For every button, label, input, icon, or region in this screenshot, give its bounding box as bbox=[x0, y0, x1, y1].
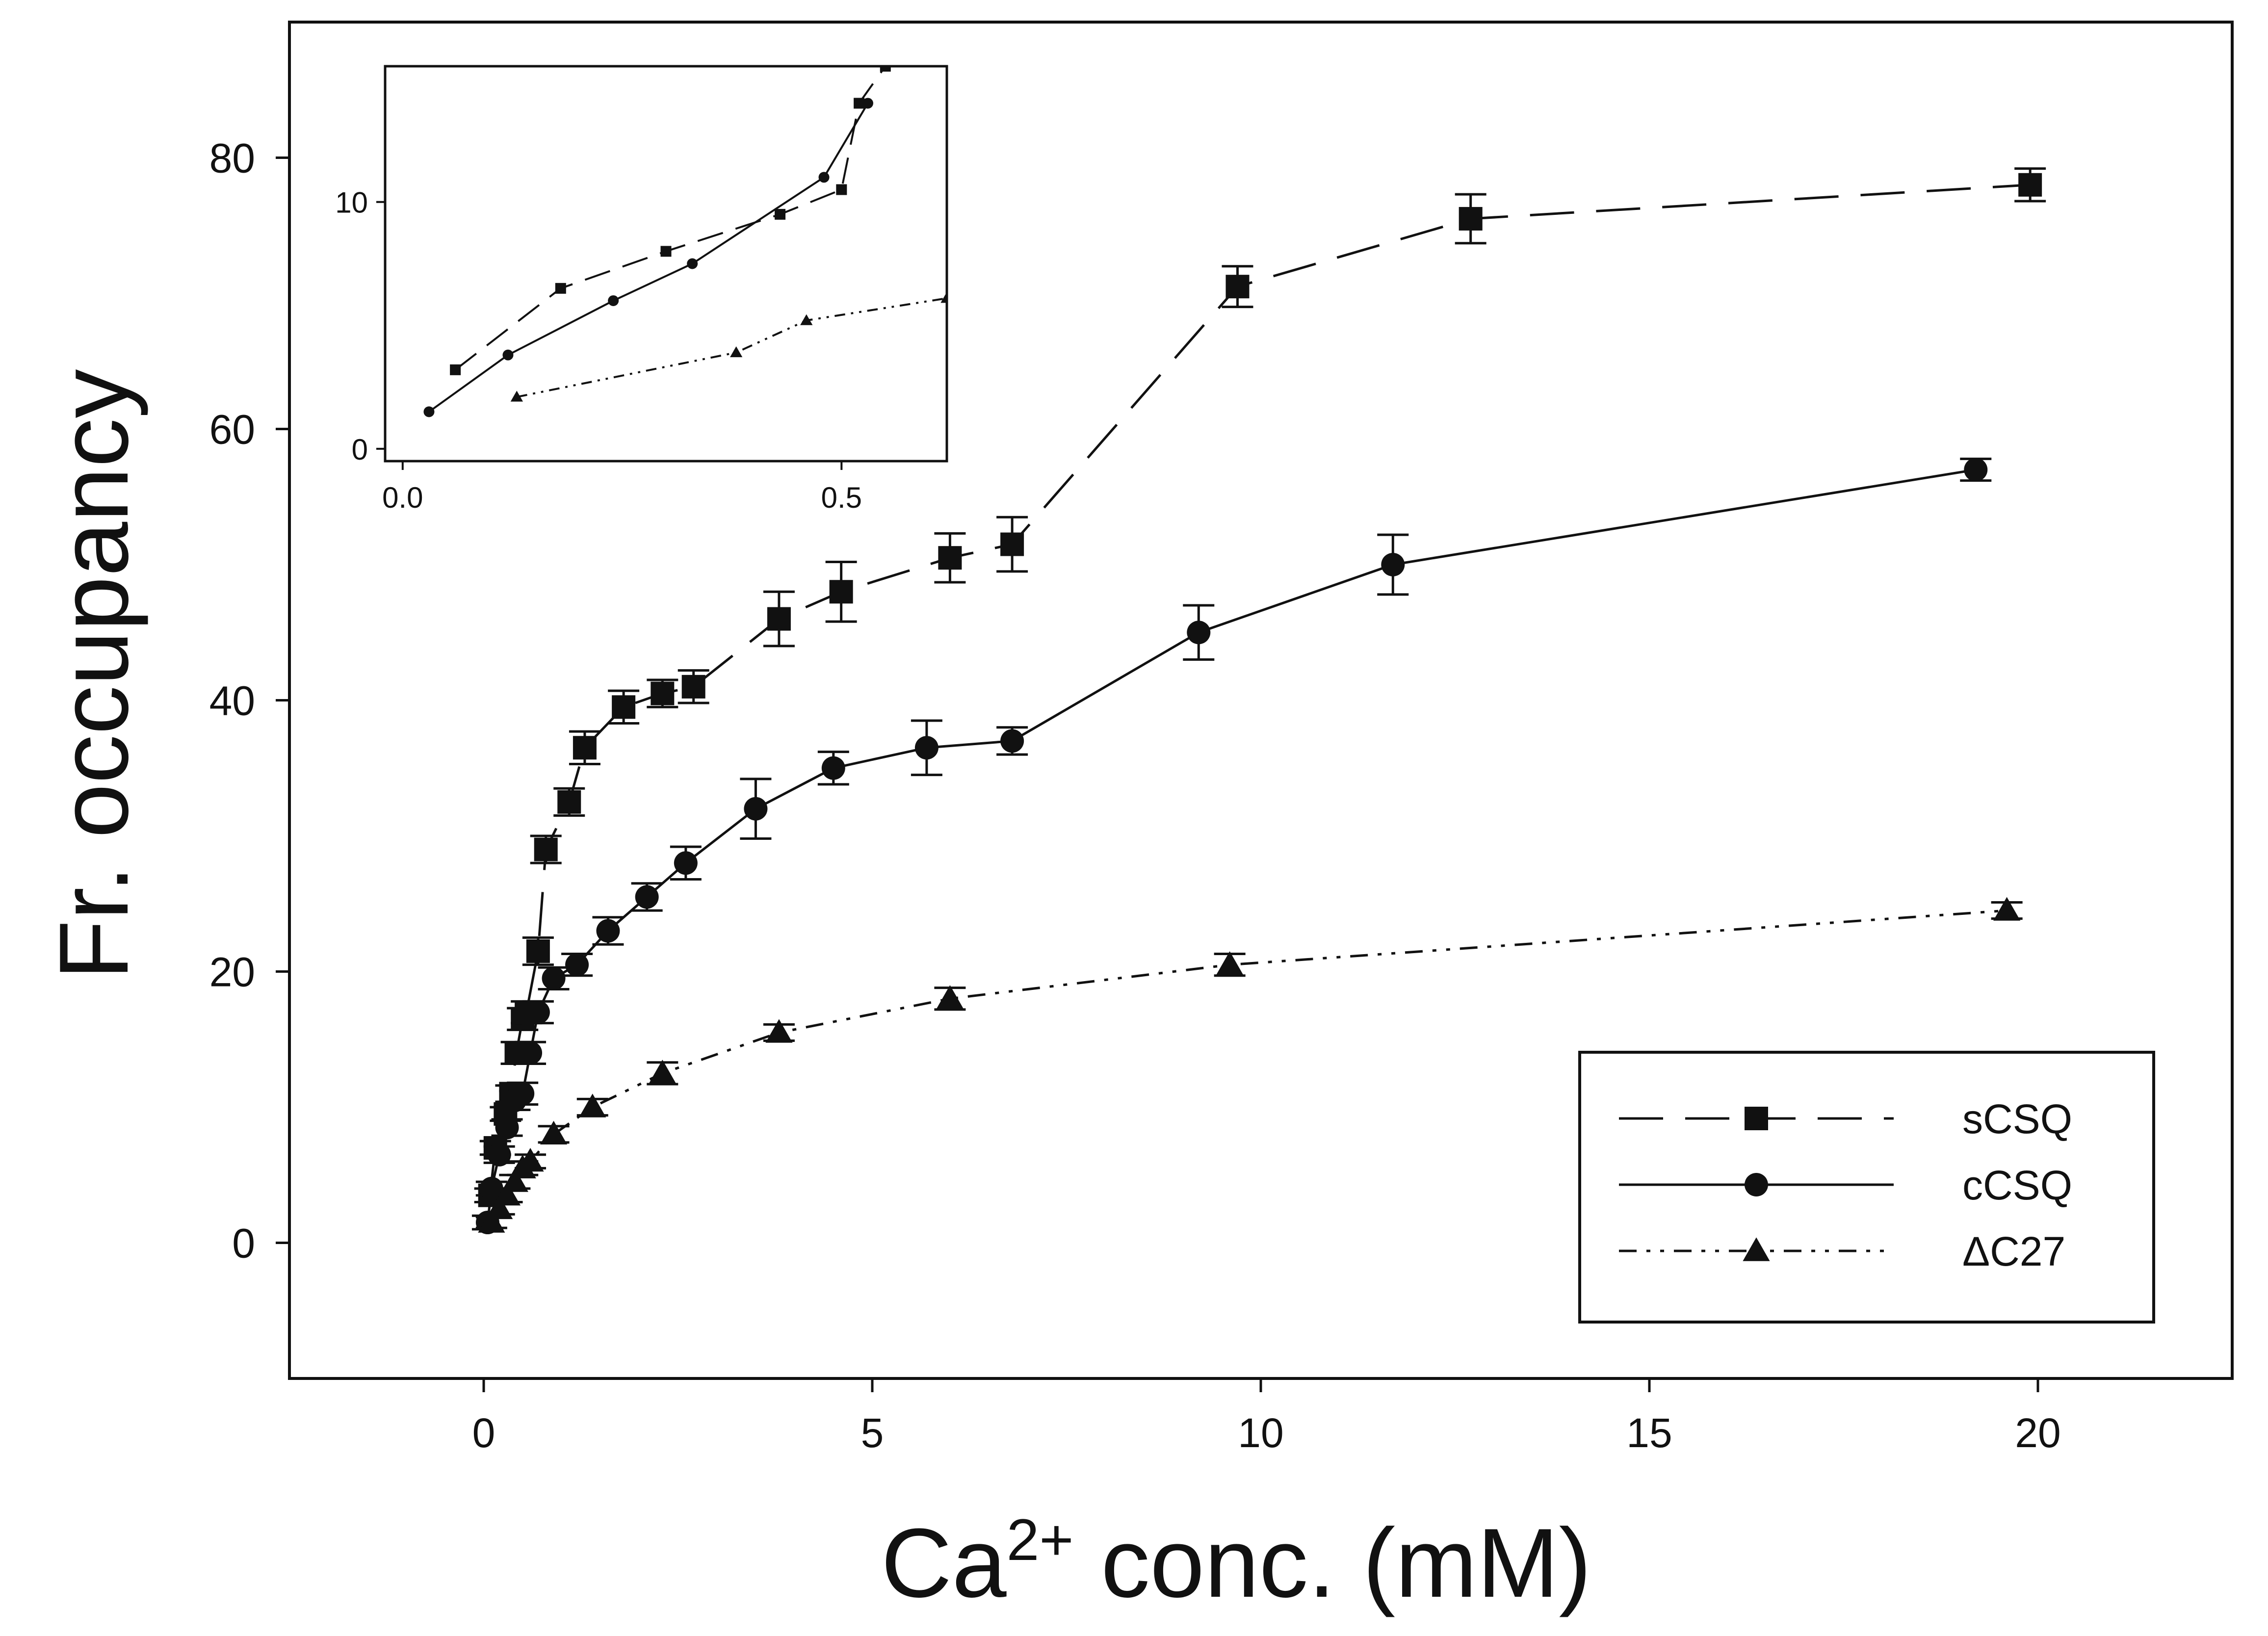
legend-marker bbox=[1745, 1173, 1768, 1196]
main-plot: 0 5 10 15 20 0 20 40 60 80 bbox=[209, 21, 2234, 1456]
data-point bbox=[649, 1060, 676, 1084]
data-point bbox=[612, 695, 636, 719]
inset-data-point bbox=[880, 66, 891, 72]
data-point bbox=[517, 1148, 544, 1172]
y-tick-label: 20 bbox=[209, 949, 255, 995]
data-point bbox=[495, 1116, 519, 1140]
inset-data-point bbox=[660, 246, 672, 257]
legend-marker bbox=[1745, 1107, 1768, 1130]
data-point bbox=[651, 681, 675, 705]
inset-frame bbox=[384, 65, 948, 463]
data-point bbox=[821, 756, 845, 780]
inset-series-line bbox=[516, 297, 947, 398]
data-point bbox=[493, 1182, 521, 1206]
data-point bbox=[487, 1143, 511, 1167]
data-point bbox=[936, 985, 964, 1009]
inset-data-point bbox=[510, 390, 523, 402]
inset-series-ccsq bbox=[423, 98, 873, 417]
data-point bbox=[1993, 897, 2021, 921]
inset-series-c27 bbox=[510, 292, 947, 402]
data-point bbox=[501, 1168, 528, 1192]
data-point bbox=[767, 607, 791, 631]
x-axis-title: Ca2+ conc. (mM) bbox=[881, 1507, 1591, 1618]
data-point bbox=[1381, 553, 1405, 576]
data-point bbox=[565, 953, 589, 977]
data-point bbox=[519, 1041, 543, 1065]
legend-item-c27: ΔC27 bbox=[1619, 1228, 2065, 1274]
inset-y-tick-label: 0 bbox=[352, 433, 368, 466]
series-c27 bbox=[475, 897, 2023, 1233]
inset-data-point bbox=[818, 172, 830, 183]
data-point bbox=[1187, 621, 1211, 645]
x-tick-label: 20 bbox=[2015, 1410, 2060, 1456]
legend-label: cCSQ bbox=[1962, 1162, 2072, 1208]
series-ccsq bbox=[471, 457, 1992, 1235]
series-scsq bbox=[474, 167, 2046, 1207]
x-tick-label: 0 bbox=[472, 1410, 495, 1456]
data-point bbox=[1000, 729, 1024, 753]
data-point bbox=[635, 885, 659, 909]
data-point bbox=[579, 1093, 606, 1117]
inset-data-point bbox=[836, 184, 847, 195]
data-point bbox=[938, 546, 962, 570]
y-tick-label: 0 bbox=[232, 1221, 255, 1267]
inset-data-point bbox=[450, 364, 461, 375]
legend-label: sCSQ bbox=[1962, 1096, 2072, 1142]
data-point bbox=[2018, 173, 2042, 197]
inset-data-point bbox=[940, 292, 947, 303]
inset-data-point bbox=[687, 258, 698, 269]
inset-data-point bbox=[800, 314, 813, 325]
legend-item-ccsq: cCSQ bbox=[1619, 1162, 2072, 1208]
inset-data-point bbox=[775, 208, 786, 220]
legend-box bbox=[1578, 1051, 2155, 1324]
y-tick-label: 80 bbox=[209, 135, 255, 182]
data-point bbox=[478, 1209, 505, 1233]
legend-label: ΔC27 bbox=[1962, 1228, 2065, 1274]
y-tick-label: 40 bbox=[209, 678, 255, 724]
data-point bbox=[674, 851, 698, 875]
data-point bbox=[1459, 207, 1483, 231]
data-point bbox=[1000, 532, 1024, 556]
legend-item-scsq: sCSQ bbox=[1619, 1096, 2072, 1142]
data-point bbox=[557, 790, 581, 814]
data-point bbox=[542, 966, 566, 990]
inset-x-tick-label: 0.5 bbox=[821, 481, 862, 514]
data-point bbox=[765, 1019, 793, 1043]
data-point bbox=[914, 736, 938, 760]
data-point bbox=[540, 1120, 568, 1144]
inset-data-point bbox=[555, 283, 566, 294]
data-point bbox=[486, 1195, 513, 1220]
data-point bbox=[1964, 458, 1988, 482]
legend: sCSQ cCSQ ΔC27 bbox=[1578, 1051, 2155, 1324]
data-point bbox=[1216, 951, 1244, 975]
data-point bbox=[1225, 275, 1250, 299]
inset-series-scsq bbox=[450, 66, 891, 375]
x-tick-label: 5 bbox=[861, 1410, 884, 1456]
data-point bbox=[526, 1000, 550, 1024]
y-tick-label: 60 bbox=[209, 407, 255, 453]
data-point bbox=[829, 580, 853, 604]
inset-x-tick-label: 0.0 bbox=[382, 481, 423, 514]
data-point bbox=[511, 1082, 535, 1106]
inset-y-tick-label: 10 bbox=[335, 186, 368, 219]
data-point bbox=[526, 939, 550, 963]
data-point bbox=[744, 797, 768, 821]
x-tick-label: 15 bbox=[1626, 1410, 1672, 1456]
inset-data-point bbox=[423, 406, 435, 417]
inset-data-point bbox=[862, 98, 873, 109]
inset-plot: 0.0 0.5 0 10 bbox=[335, 65, 948, 514]
inset-data-point bbox=[730, 346, 743, 358]
inset-data-point bbox=[854, 98, 865, 109]
legend-marker bbox=[1743, 1237, 1770, 1261]
inset-data-point bbox=[608, 295, 619, 306]
data-point bbox=[534, 837, 558, 861]
data-point bbox=[596, 919, 620, 943]
inset-series-line bbox=[428, 103, 869, 413]
y-axis-title: Fr. occupancy bbox=[39, 369, 149, 980]
data-point bbox=[573, 736, 597, 760]
data-point bbox=[681, 675, 705, 699]
inset-data-point bbox=[502, 349, 514, 361]
x-tick-label: 10 bbox=[1238, 1410, 1283, 1456]
